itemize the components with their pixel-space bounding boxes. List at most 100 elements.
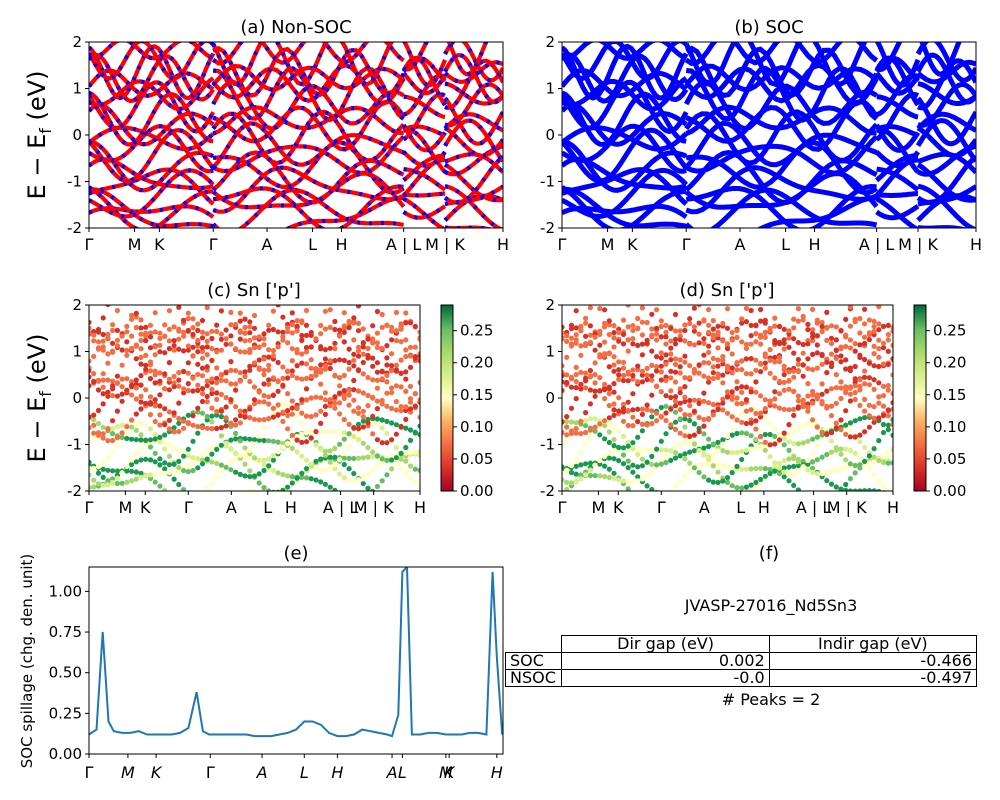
x-tick-label: Γ xyxy=(184,498,193,517)
band-point xyxy=(294,475,300,481)
band-point xyxy=(129,457,135,463)
band-point xyxy=(280,364,286,370)
band-point xyxy=(838,451,844,457)
band-point xyxy=(852,376,858,382)
band-point xyxy=(119,398,125,404)
band-point xyxy=(734,485,740,491)
band-point xyxy=(384,322,390,328)
band-point xyxy=(866,465,873,471)
band-point xyxy=(564,414,570,420)
band-point xyxy=(228,333,234,339)
band-point xyxy=(89,368,92,374)
x-tick-label: L xyxy=(263,498,272,517)
band-point xyxy=(138,474,144,480)
band-point xyxy=(630,367,636,373)
band-point xyxy=(720,400,726,406)
band-point xyxy=(133,377,139,383)
band-point xyxy=(743,397,750,403)
band-point xyxy=(289,436,295,442)
band-point xyxy=(370,488,376,491)
band-point xyxy=(181,386,187,392)
band-point xyxy=(374,437,380,443)
band-point xyxy=(843,422,849,428)
band-point xyxy=(360,351,366,357)
band-point xyxy=(862,444,868,450)
band-point xyxy=(876,478,882,484)
band-point xyxy=(133,396,139,402)
band-point xyxy=(403,444,409,451)
band-point xyxy=(270,453,276,459)
band-point xyxy=(91,378,97,384)
band-point xyxy=(611,344,617,350)
band-point xyxy=(639,305,646,311)
band-line xyxy=(562,90,976,148)
band-point xyxy=(228,367,234,373)
band-point xyxy=(677,478,683,484)
band-point xyxy=(313,477,319,483)
band-point xyxy=(341,339,347,345)
band-point xyxy=(706,477,712,483)
band-point xyxy=(635,496,640,501)
x-tick-label: Γ xyxy=(206,763,215,782)
band-point xyxy=(578,323,584,329)
band-point xyxy=(824,470,830,476)
y-tick-label: 2 xyxy=(545,33,555,51)
gap-table-cell-dir: -0.0 xyxy=(561,669,770,687)
band-point xyxy=(810,469,816,475)
x-tick-label: H xyxy=(758,498,770,517)
band-point xyxy=(133,314,139,320)
band-point xyxy=(890,342,893,348)
band-point xyxy=(724,366,731,373)
band-point xyxy=(810,436,816,442)
y-tick-label: 1 xyxy=(545,343,555,361)
band-point xyxy=(847,447,854,454)
band-point xyxy=(857,488,863,491)
x-tick-label: H xyxy=(887,498,899,517)
band-point xyxy=(682,433,688,439)
band-point xyxy=(247,474,253,480)
band-point xyxy=(814,396,820,402)
band-point xyxy=(890,406,893,412)
band-point xyxy=(639,372,646,378)
band-point xyxy=(833,355,839,361)
band-point xyxy=(824,370,830,376)
band-point xyxy=(819,353,825,359)
y-tick-label: -2 xyxy=(67,482,82,500)
band-point xyxy=(753,445,759,451)
band-point xyxy=(847,488,853,491)
band-point xyxy=(105,482,111,488)
band-point xyxy=(355,348,362,354)
band-point xyxy=(209,357,215,363)
band-point xyxy=(762,414,768,421)
band-point xyxy=(767,470,773,477)
band-point xyxy=(814,342,820,348)
band-point xyxy=(228,381,234,387)
band-point xyxy=(828,413,835,419)
band-point xyxy=(370,323,376,329)
band-point xyxy=(209,335,215,342)
band-point xyxy=(890,286,895,291)
band-point xyxy=(181,317,187,323)
band-point xyxy=(289,474,295,480)
band-point xyxy=(218,414,224,420)
band-point xyxy=(710,326,716,332)
band-point xyxy=(172,298,177,303)
band-point xyxy=(734,430,740,437)
band-point xyxy=(285,440,291,446)
band-point xyxy=(162,446,168,452)
band-point xyxy=(110,468,116,474)
band-point xyxy=(762,473,768,479)
band-point xyxy=(795,340,802,346)
band-point xyxy=(157,370,163,376)
band-point xyxy=(379,417,385,423)
band-point xyxy=(739,367,745,373)
x-tick-label: K xyxy=(140,498,151,517)
band-point xyxy=(748,322,754,328)
band-point xyxy=(247,324,253,330)
band-point xyxy=(682,451,688,457)
band-point xyxy=(100,424,106,430)
gap-table-row-label: NSOC xyxy=(504,669,563,687)
band-point xyxy=(625,458,631,464)
x-tick-label: M | K xyxy=(898,235,938,254)
band-point xyxy=(583,423,589,429)
